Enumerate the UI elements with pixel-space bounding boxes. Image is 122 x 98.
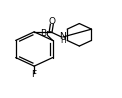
Text: F: F (32, 70, 37, 79)
Text: N: N (60, 32, 66, 41)
Text: O: O (48, 17, 55, 26)
Text: H: H (60, 36, 66, 45)
Text: Br: Br (40, 29, 50, 38)
